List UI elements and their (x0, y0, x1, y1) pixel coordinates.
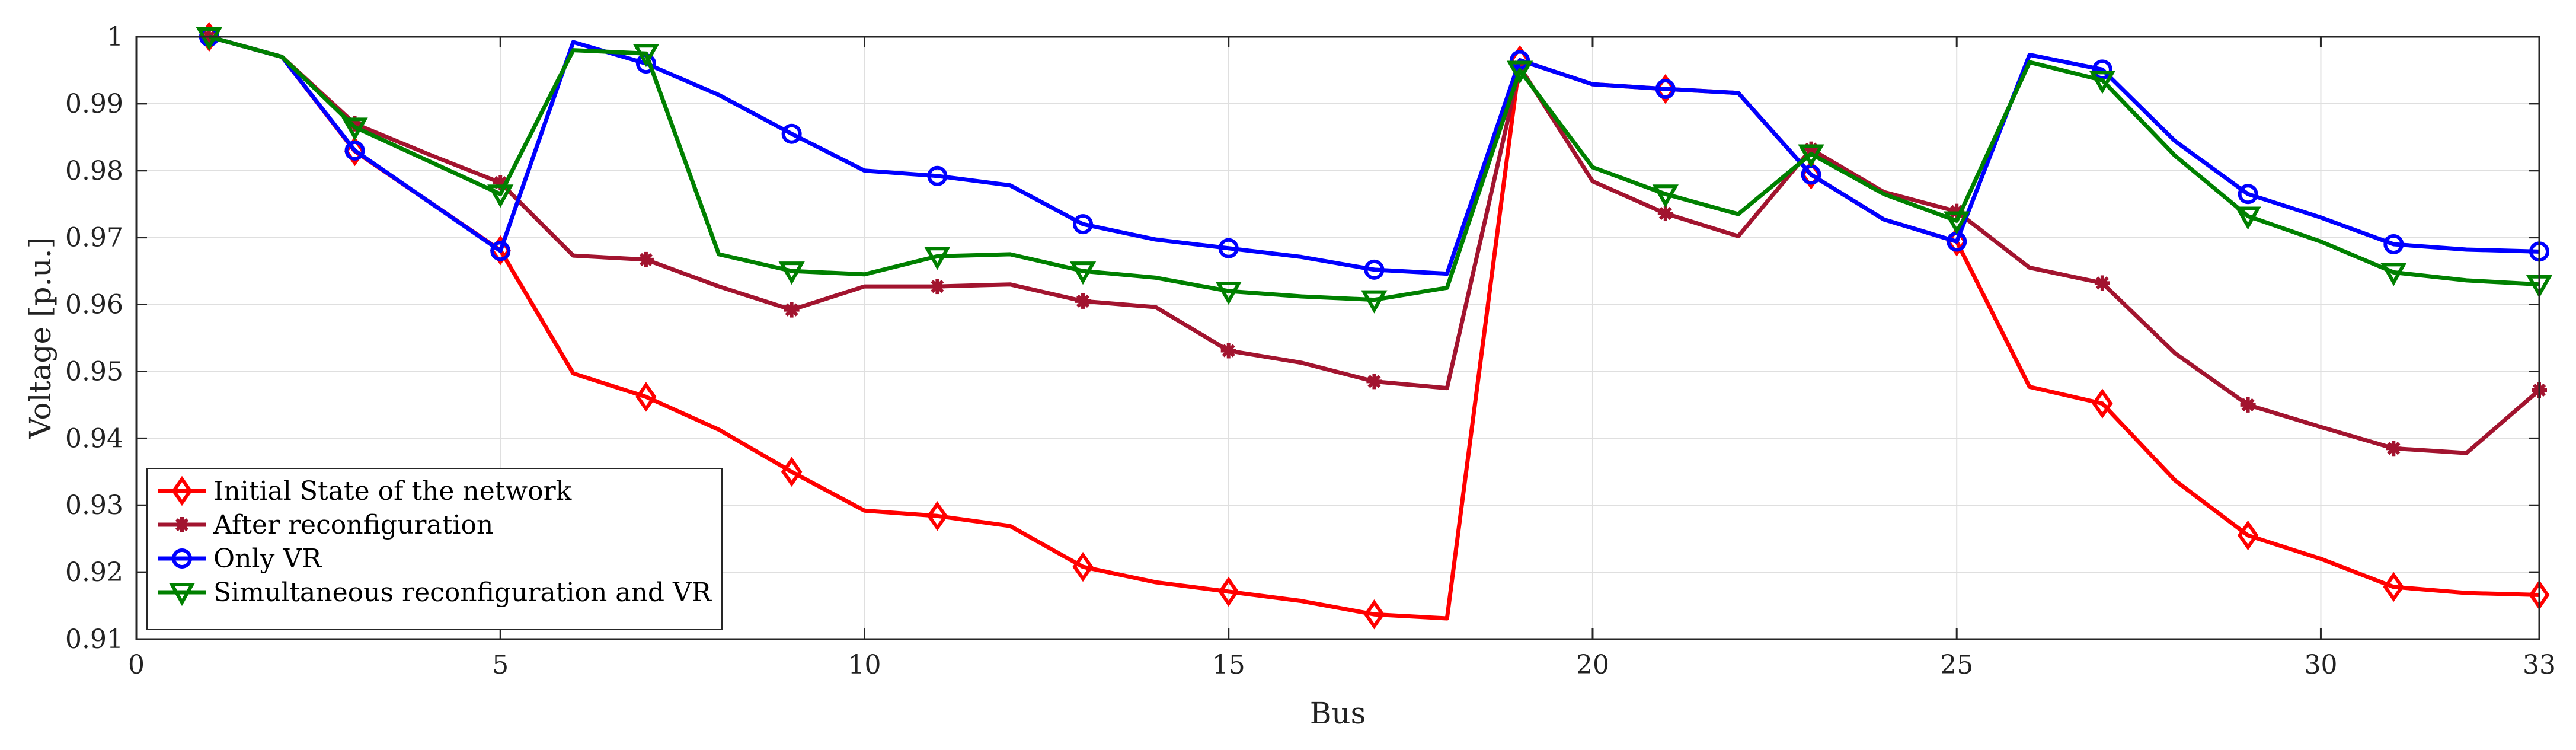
data-point-marker (929, 279, 945, 295)
y-tick-label: 0.96 (65, 290, 123, 320)
y-tick-label: 0.91 (65, 624, 123, 655)
data-point-marker (2094, 275, 2110, 291)
data-point-marker (1218, 238, 1239, 258)
legend-item: After reconfiguration (158, 510, 493, 540)
legend-label: Simultaneous reconfiguration and VR (213, 577, 712, 608)
data-point-marker (490, 241, 511, 261)
data-point-marker (1220, 343, 1236, 359)
legend-marker (171, 475, 193, 506)
x-tick-label: 25 (1940, 650, 1973, 680)
x-tick-label: 30 (2304, 650, 2337, 680)
legend-label: Only VR (213, 544, 322, 574)
data-point-marker (926, 501, 948, 531)
y-tick-label: 0.98 (65, 156, 123, 186)
data-point-marker (1218, 576, 1239, 607)
data-point-marker (1657, 206, 1673, 222)
legend-marker (168, 583, 196, 607)
data-point-marker (196, 27, 222, 51)
data-point-marker (1075, 293, 1091, 309)
y-tick-label: 0.92 (65, 557, 123, 588)
data-point-marker (784, 302, 800, 318)
data-point-marker (1363, 599, 1385, 630)
data-point-marker (1073, 214, 1094, 235)
data-point-marker (1215, 281, 1242, 305)
data-point-marker (2380, 263, 2407, 286)
data-point-marker (778, 261, 805, 285)
data-point-marker (2238, 184, 2258, 205)
series-line (208, 34, 2540, 302)
data-point-marker (927, 165, 948, 186)
series-3 (196, 27, 2553, 314)
series-line (208, 34, 2540, 621)
y-tick-label: 0.99 (65, 89, 123, 119)
legend-item: Simultaneous reconfiguration and VR (158, 577, 712, 608)
legend-box (146, 468, 723, 630)
data-point-marker (344, 140, 365, 161)
data-point-marker (1506, 60, 1533, 84)
data-point-marker (1798, 144, 1824, 168)
legend-item: Initial State of the network (158, 475, 572, 506)
y-tick-label: 0.94 (65, 423, 123, 454)
data-point-marker (2383, 234, 2404, 254)
data-point-marker (2235, 206, 2261, 230)
data-point-marker (638, 251, 654, 267)
x-tick-label: 20 (1576, 650, 1609, 680)
legend-label: After reconfiguration (213, 510, 493, 540)
data-point-marker (1366, 374, 1382, 390)
y-tick-label: 0.97 (65, 223, 123, 253)
legend-item: Only VR (158, 544, 322, 574)
data-point-marker (2386, 441, 2402, 457)
x-axis-label: Bus (1310, 696, 1366, 730)
series-layer (196, 21, 2553, 630)
data-point-marker (2240, 397, 2256, 413)
y-tick-label: 1 (107, 22, 123, 52)
data-point-marker (2089, 71, 2116, 94)
data-point-marker (344, 136, 366, 167)
x-tick-label: 5 (492, 650, 509, 680)
data-point-marker (1072, 551, 1094, 582)
x-tick-label: 10 (848, 650, 881, 680)
data-point-marker (487, 184, 514, 208)
data-point-marker (2092, 59, 2112, 80)
data-point-marker (2237, 520, 2259, 551)
data-point-marker (1364, 259, 1385, 280)
data-point-marker (2383, 572, 2404, 602)
data-point-marker (1655, 79, 1676, 100)
axis-ticks: 0 5 10 15 20 25 30 33 0.91 0.92 0.93 0.94 0.95 0.96 0.… (65, 22, 2556, 680)
y-tick-label: 0.93 (65, 490, 123, 521)
legend: Initial State of the network After reconf… (146, 468, 723, 630)
data-point-marker (341, 117, 368, 141)
legend-label: Initial State of the network (213, 476, 572, 506)
data-point-marker (632, 44, 660, 68)
y-axis-label: Voltage [p.u.] (23, 237, 57, 439)
data-point-marker (1652, 184, 1679, 208)
data-point-marker (781, 457, 803, 487)
x-tick-label: 33 (2523, 650, 2556, 680)
legend-marker (174, 517, 190, 532)
data-point-marker (924, 247, 951, 270)
data-point-marker (2092, 388, 2113, 419)
data-point-marker (781, 123, 802, 144)
plot-area-frame (135, 36, 2540, 640)
legend-marker (172, 548, 192, 569)
x-tick-label: 15 (1212, 650, 1245, 680)
data-point-marker (635, 382, 657, 412)
x-tick-label: 0 (128, 650, 145, 680)
data-point-marker (1944, 211, 1970, 235)
y-tick-label: 0.95 (65, 356, 123, 387)
data-point-marker (1069, 261, 1097, 285)
data-point-marker (1361, 290, 1388, 314)
